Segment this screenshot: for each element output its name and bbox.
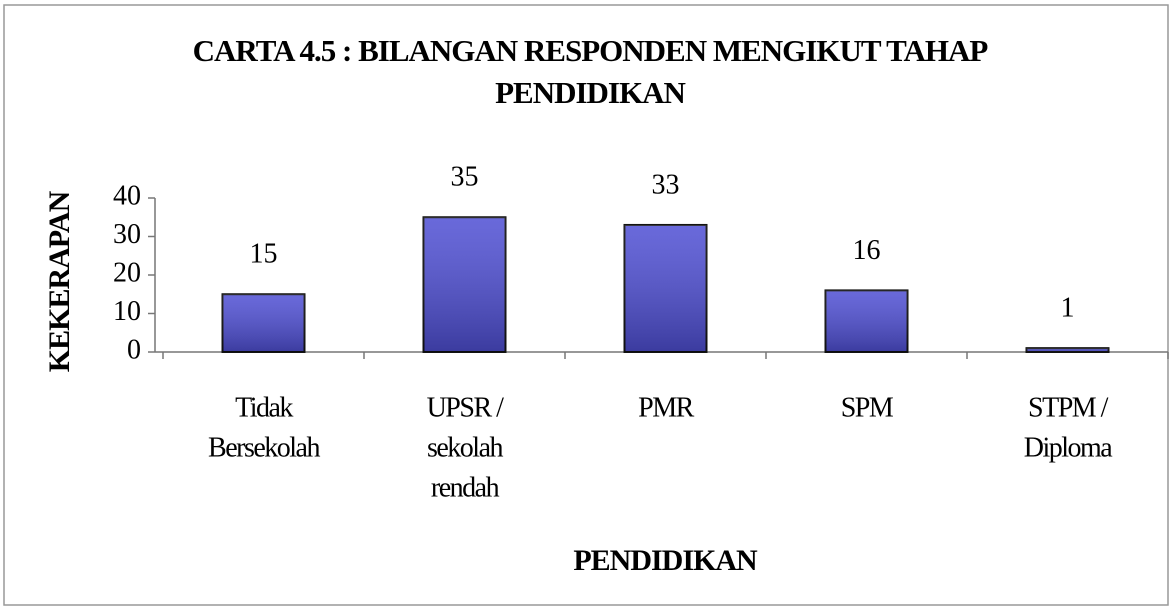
- data-label: 16: [853, 235, 881, 266]
- bar-shade: [222, 294, 305, 352]
- y-tick-label: 20: [113, 257, 141, 288]
- bar-shade: [624, 224, 707, 352]
- y-tick-label: 30: [113, 219, 141, 250]
- y-tick-label: 40: [113, 180, 141, 211]
- x-tick-label: sekolah: [427, 432, 504, 463]
- data-label: 1: [1061, 293, 1075, 324]
- x-tick-label: PMR: [638, 392, 694, 423]
- y-tick-label: 0: [127, 334, 141, 365]
- x-tick-label: Tidak: [235, 392, 293, 423]
- chart-border: [3, 4, 1169, 606]
- data-label: 33: [652, 169, 680, 200]
- x-tick-label: Diploma: [1024, 432, 1114, 463]
- x-axis-label: PENDIDIKAN: [573, 544, 758, 577]
- bar-shade: [423, 217, 506, 352]
- x-tick-label: STPM /: [1028, 392, 1109, 423]
- x-tick-label: Bersekolah: [208, 432, 320, 463]
- y-axis-label: KEKERAPAN: [43, 190, 76, 372]
- y-tick-label: 10: [113, 296, 141, 327]
- x-tick-label: rendah: [431, 472, 500, 503]
- chart-title: CARTA 4.5 : BILANGAN RESPONDEN MENGIKUT …: [192, 33, 989, 110]
- data-label: 35: [451, 162, 479, 193]
- bar-shade: [825, 290, 908, 352]
- data-label: 15: [250, 239, 278, 270]
- x-tick-label: UPSR /: [427, 392, 505, 423]
- bar-shade: [1026, 348, 1109, 352]
- x-tick-label: SPM: [841, 392, 894, 423]
